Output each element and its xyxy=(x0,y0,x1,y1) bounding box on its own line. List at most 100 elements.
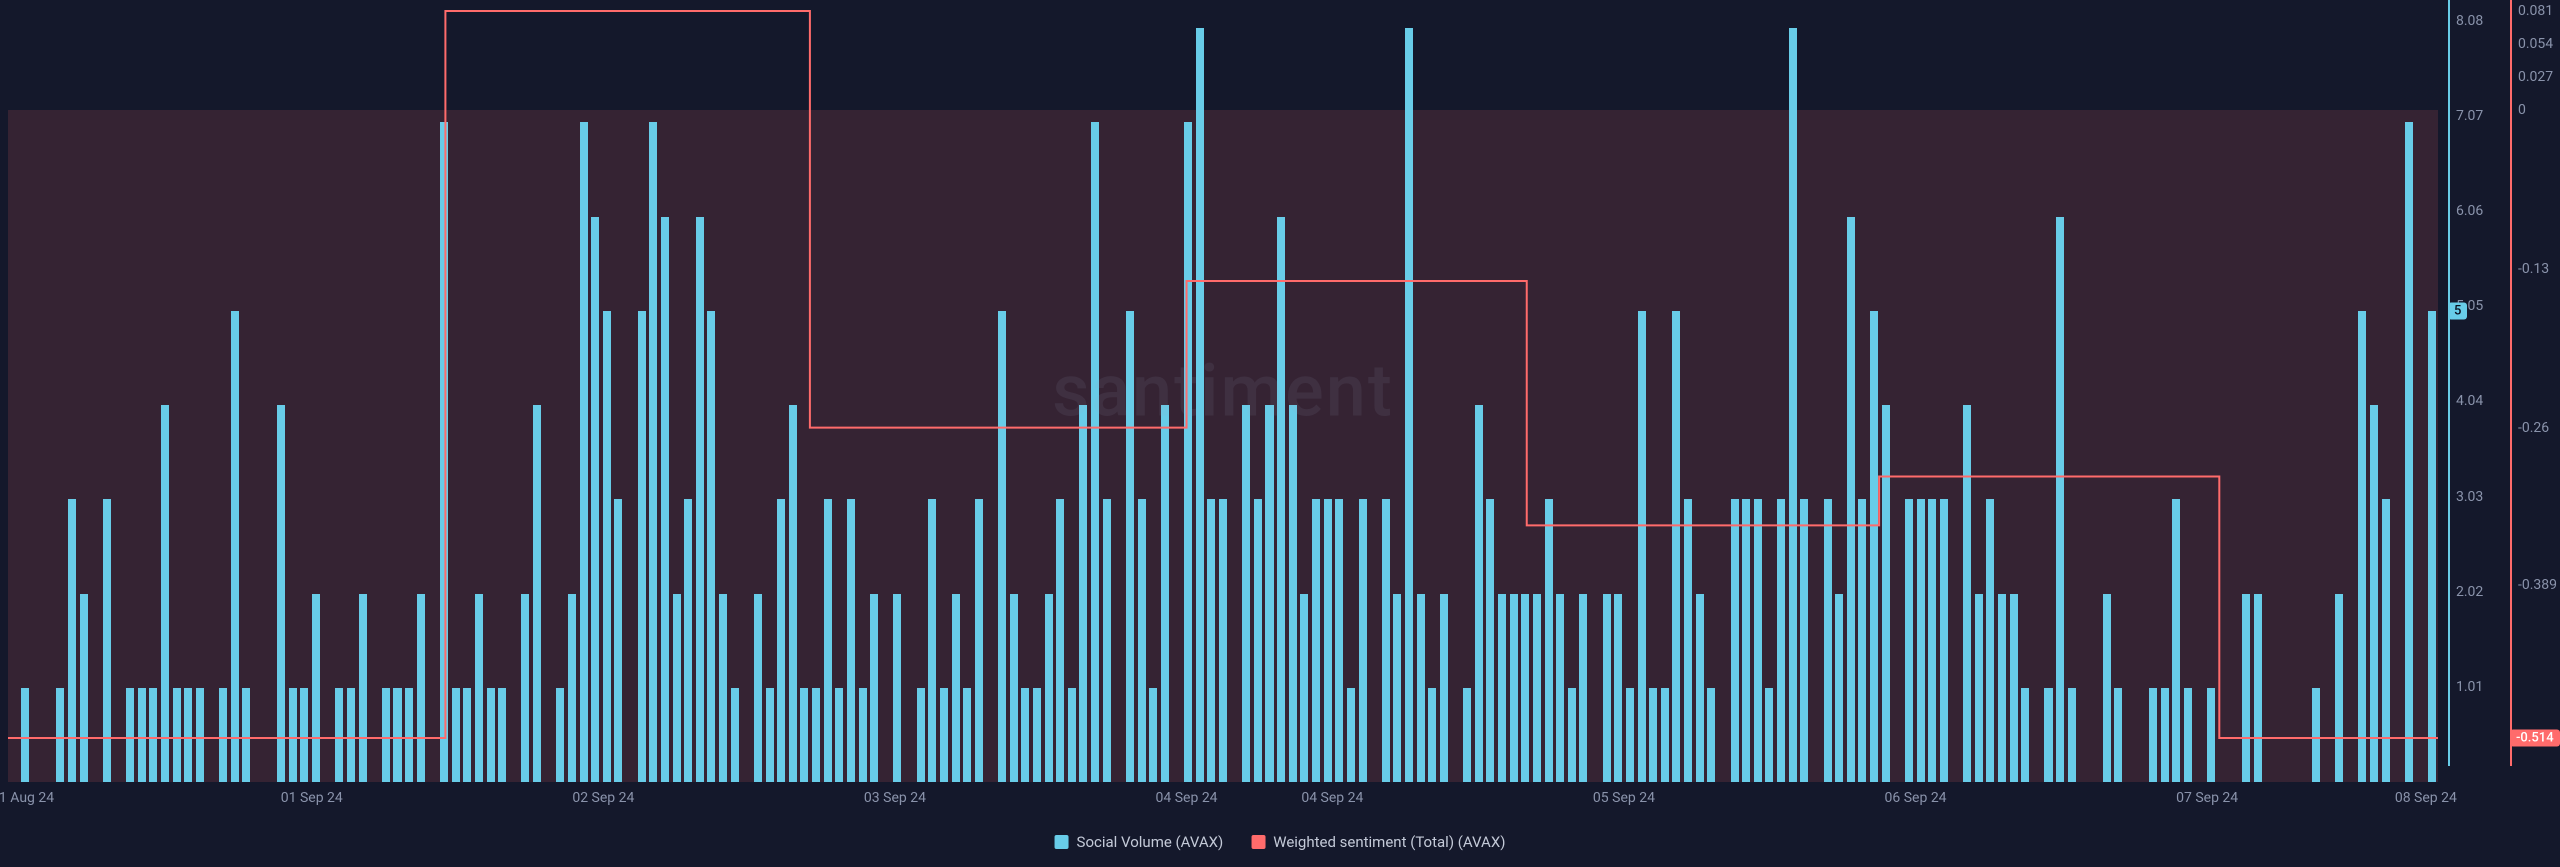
y-axis-left-marker-label: 5 xyxy=(2454,303,2461,318)
x-tick-label: 02 Sep 24 xyxy=(572,790,634,806)
bar xyxy=(149,688,157,782)
bar xyxy=(556,688,564,782)
bar xyxy=(1207,499,1215,782)
y-right-tick-label: -0.389 xyxy=(2518,577,2557,593)
bar xyxy=(1021,688,1029,782)
bar xyxy=(289,688,297,782)
bar xyxy=(1940,499,1948,782)
bar xyxy=(800,688,808,782)
bar xyxy=(2382,499,2390,782)
bar xyxy=(1010,594,1018,782)
bar xyxy=(2044,688,2052,782)
bar xyxy=(649,122,657,782)
legend-item[interactable]: Weighted sentiment (Total) (AVAX) xyxy=(1251,833,1505,851)
bar xyxy=(1765,688,1773,782)
bar xyxy=(859,688,867,782)
bar xyxy=(138,688,146,782)
y-left-tick-label: 1.01 xyxy=(2456,679,2483,695)
bar xyxy=(824,499,832,782)
bar xyxy=(1289,405,1297,782)
bar xyxy=(184,688,192,782)
bar xyxy=(231,311,239,782)
bar xyxy=(1486,499,1494,782)
y-axis-left-line xyxy=(2448,0,2450,766)
bar xyxy=(1882,405,1890,782)
bar xyxy=(1568,688,1576,782)
bar xyxy=(1056,499,1064,782)
bar xyxy=(2149,688,2157,782)
bar xyxy=(533,405,541,782)
bar xyxy=(812,688,820,782)
bar xyxy=(835,688,843,782)
bar xyxy=(1858,499,1866,782)
y-right-tick-label: 0.081 xyxy=(2518,3,2553,19)
bar xyxy=(1359,499,1367,782)
bar xyxy=(1068,688,1076,782)
bar xyxy=(940,688,948,782)
bar xyxy=(2172,499,2180,782)
bar xyxy=(1754,499,1762,782)
bar xyxy=(417,594,425,782)
bar xyxy=(475,594,483,782)
bar xyxy=(1498,594,1506,782)
bar xyxy=(1149,688,1157,782)
bar xyxy=(487,688,495,782)
bar xyxy=(347,688,355,782)
bar xyxy=(2114,688,2122,782)
x-tick-label: 07 Sep 24 xyxy=(2176,790,2238,806)
y-left-tick-label: 8.08 xyxy=(2456,13,2483,29)
bar xyxy=(2405,122,2413,782)
bar xyxy=(1777,499,1785,782)
bar xyxy=(277,405,285,782)
bar xyxy=(1672,311,1680,782)
x-tick-label: 03 Sep 24 xyxy=(864,790,926,806)
bar xyxy=(103,499,111,782)
bar xyxy=(498,688,506,782)
bar xyxy=(80,594,88,782)
bar xyxy=(2370,405,2378,782)
bar xyxy=(196,688,204,782)
bar xyxy=(661,217,669,782)
bar xyxy=(1045,594,1053,782)
bar xyxy=(521,594,529,782)
bar xyxy=(312,594,320,782)
bar xyxy=(21,688,29,782)
x-tick-label: 04 Sep 24 xyxy=(1156,790,1218,806)
bar xyxy=(696,217,704,782)
bar xyxy=(847,499,855,782)
bar xyxy=(2428,311,2436,782)
bar xyxy=(1103,499,1111,782)
bar xyxy=(1626,688,1634,782)
bar xyxy=(300,688,308,782)
bar xyxy=(707,311,715,782)
bar xyxy=(928,499,936,782)
y-right-tick-label: 0 xyxy=(2518,102,2526,118)
bar xyxy=(2254,594,2262,782)
bar xyxy=(126,688,134,782)
bar xyxy=(335,688,343,782)
legend-item[interactable]: Social Volume (AVAX) xyxy=(1055,833,1224,851)
x-tick-label: 08 Sep 24 xyxy=(2395,790,2457,806)
y-axis-right-marker-label: -0.514 xyxy=(2516,731,2554,746)
y-right-tick-label: 0.027 xyxy=(2518,69,2553,85)
bar xyxy=(1917,499,1925,782)
y-right-tick-label: -0.26 xyxy=(2518,420,2549,436)
bar xyxy=(1533,594,1541,782)
y-axis-left-marker: 5 xyxy=(2448,302,2467,319)
bar xyxy=(1033,688,1041,782)
bar xyxy=(1870,311,1878,782)
bar xyxy=(1219,499,1227,782)
y-axis-right-marker: -0.514 xyxy=(2510,730,2560,747)
bar xyxy=(789,405,797,782)
bar xyxy=(2021,688,2029,782)
bar xyxy=(382,688,390,782)
y-right-tick-label: -0.13 xyxy=(2518,261,2549,277)
bar xyxy=(1603,594,1611,782)
bar xyxy=(2335,594,2343,782)
bar xyxy=(1579,594,1587,782)
bar xyxy=(1347,688,1355,782)
bar xyxy=(1556,594,1564,782)
bar xyxy=(1661,688,1669,782)
y-axis-right-line xyxy=(2510,0,2512,766)
bar xyxy=(1638,311,1646,782)
